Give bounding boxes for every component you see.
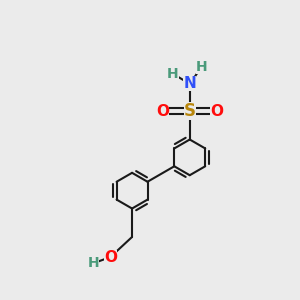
- Text: H: H: [167, 67, 178, 81]
- Text: O: O: [156, 103, 169, 118]
- Text: N: N: [183, 76, 196, 92]
- Text: O: O: [104, 250, 117, 265]
- Text: O: O: [211, 103, 224, 118]
- Text: S: S: [184, 102, 196, 120]
- Text: H: H: [88, 256, 99, 270]
- Text: H: H: [196, 60, 208, 74]
